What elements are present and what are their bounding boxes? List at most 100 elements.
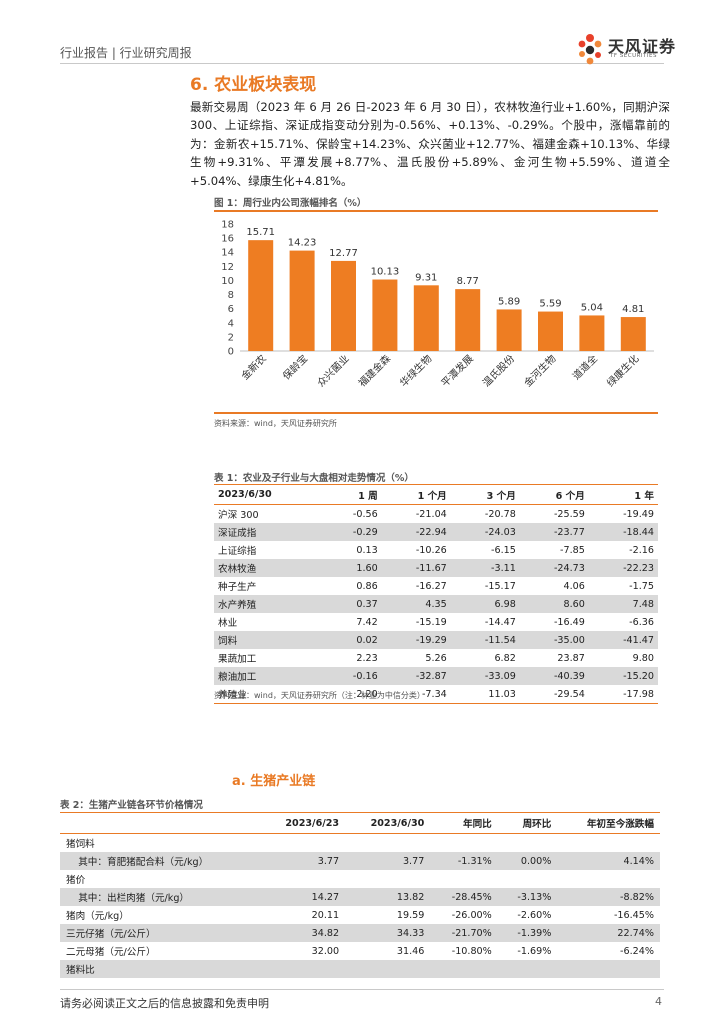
hog-price-table: 2023/6/23 2023/6/30 年同比 周环比 年初至今涨跌幅 猪饲料 其中：育…: [60, 812, 660, 978]
data-label: 12.77: [329, 248, 358, 259]
bar: [538, 311, 563, 351]
table-cell: -16.49: [553, 616, 585, 628]
table-cell: -23.77: [519, 523, 589, 541]
table-cell: 5.26: [425, 652, 447, 664]
table-row: 其中：出栏肉猪（元/kg） 14.27 13.82 -28.45% -3.13% -8.8…: [60, 888, 660, 906]
table-header-cell: 1 年: [588, 484, 658, 505]
table-cell: 23.87: [557, 652, 585, 664]
table-cell: -35.00: [519, 631, 589, 649]
footer-disclaimer: 请务必阅读正文之后的信息披露和免责申明: [60, 997, 269, 1010]
bar: [372, 279, 398, 351]
table-cell: -7.85: [560, 544, 585, 556]
table-cell: -7.34: [381, 685, 451, 704]
table-cell: 6.98: [450, 595, 520, 613]
subsection-title: a. 生猪产业链: [232, 774, 316, 789]
figure-bottom-rule: [214, 412, 658, 414]
table-cell: 2.20: [323, 685, 382, 704]
figure-top-rule: [214, 210, 658, 212]
table-cell: -11.54: [450, 631, 520, 649]
table-cell: -21.04: [415, 508, 447, 520]
table-cell: 0.86: [356, 580, 378, 592]
table-header-cell: 6 个月: [519, 484, 589, 505]
table-cell: -2.60%: [517, 909, 552, 921]
bar: [620, 317, 646, 351]
table-cell: 20.11: [311, 909, 340, 921]
table-header-cell: 2023/6/23: [259, 812, 346, 834]
table-row: 种子生产 0.86 -16.27 -15.17 4.06 -1.75: [214, 577, 658, 595]
table-cell: 果蔬加工: [218, 654, 257, 665]
data-label: 5.04: [581, 302, 603, 313]
figure-title: 图 1：周行业内公司涨幅排名（%）: [214, 198, 367, 209]
table-cell: -0.56: [352, 508, 378, 520]
table-cell: 水产养殖: [214, 595, 324, 613]
x-tick-label: 金新农: [238, 352, 268, 382]
table-header-cell: [60, 812, 260, 834]
table-cell: -40.39: [519, 667, 589, 685]
table-cell: -19.49: [623, 508, 654, 520]
logo-text-en: TF SECURITIES: [610, 53, 657, 59]
bar: [496, 309, 522, 351]
table-cell: 0.37: [323, 595, 382, 613]
data-label: 15.71: [246, 227, 275, 238]
table-cell: -6.15: [491, 544, 516, 556]
y-tick-label: 18: [221, 220, 234, 231]
x-tick-label: 众兴菌业: [315, 353, 352, 390]
table-cell: 9.80: [632, 652, 654, 664]
table-cell: [345, 834, 430, 853]
table-cell: -17.98: [588, 685, 658, 704]
table-header-cell: 2023/6/30: [214, 484, 324, 505]
y-tick-label: 10: [221, 276, 234, 287]
table-cell: [557, 960, 660, 978]
table-cell: [345, 870, 430, 888]
table-cell: 0.02: [323, 631, 382, 649]
table-cell: -11.67: [381, 559, 451, 577]
table-header-cell: 3 个月: [450, 484, 520, 505]
table-cell: 其中：出栏肉猪（元/kg）: [60, 888, 260, 906]
header-divider: [60, 63, 664, 64]
x-tick-label: 平潭发展: [438, 352, 475, 389]
table-cell: 其中：育肥猪配合料（元/kg）: [60, 852, 260, 870]
table-cell: 农林牧渔: [214, 559, 324, 577]
table-cell: 0.13: [356, 544, 378, 556]
table-row: 深证成指 -0.29 -22.94 -24.03 -23.77 -18.44: [214, 523, 658, 541]
table-row: 农林牧渔 1.60 -11.67 -3.11 -24.73 -22.23: [214, 559, 658, 577]
bar: [455, 289, 481, 351]
table-cell: -29.54: [519, 685, 589, 704]
table-cell: -16.27: [415, 580, 447, 592]
data-label: 9.31: [415, 272, 437, 283]
table-cell: 4.35: [381, 595, 451, 613]
table-row: 沪深 300 -0.56 -21.04 -20.78 -25.59 -19.49: [214, 505, 658, 524]
table-cell: 31.46: [396, 945, 425, 957]
table-row: 粮油加工 -0.16 -32.87 -33.09 -40.39 -15.20: [214, 667, 658, 685]
table-cell: -26.00%: [451, 909, 492, 921]
table-cell: 7.48: [588, 595, 658, 613]
table-cell: 3.77: [345, 852, 431, 870]
bar: [248, 240, 274, 351]
table-cell: -14.47: [484, 616, 516, 628]
table-row: 水产养殖 0.37 4.35 6.98 8.60 7.48: [214, 595, 658, 613]
report-type: 行业报告 | 行业研究周报: [60, 46, 192, 60]
x-tick-label: 温氏股份: [480, 353, 517, 390]
table-cell: 3.77: [259, 852, 346, 870]
table-cell: -0.16: [323, 667, 382, 685]
table-row: 猪价: [60, 870, 660, 888]
table-cell: -8.82%: [557, 888, 660, 906]
table-cell: -19.29: [381, 631, 451, 649]
footer-divider: [60, 989, 664, 990]
table-cell: 上证综指: [218, 546, 257, 557]
table-cell: [557, 870, 660, 888]
table-cell: -2.16: [629, 544, 654, 556]
x-tick-label: 保龄宝: [280, 352, 310, 382]
table-header-cell: 周环比: [497, 812, 558, 834]
table-cell: -1.39%: [497, 924, 558, 942]
table-header-cell: 1 个月: [381, 484, 451, 505]
table-cell: -18.44: [588, 523, 658, 541]
bar-chart: 0 2 4 6 8 10 12 14 16 18 15.71 金新农 14.23 保龄宝 12.77 众兴菌业…: [221, 220, 654, 390]
table-row: 上证综指 0.13 -10.26 -6.15 -7.85 -2.16: [214, 541, 658, 559]
table-cell: -15.19: [415, 616, 447, 628]
table-cell: [497, 960, 558, 978]
table-cell: 32.00: [311, 945, 340, 957]
table-cell: 猪料比: [60, 960, 260, 978]
y-tick-label: 4: [228, 318, 234, 329]
page-number: 4: [655, 995, 662, 1008]
